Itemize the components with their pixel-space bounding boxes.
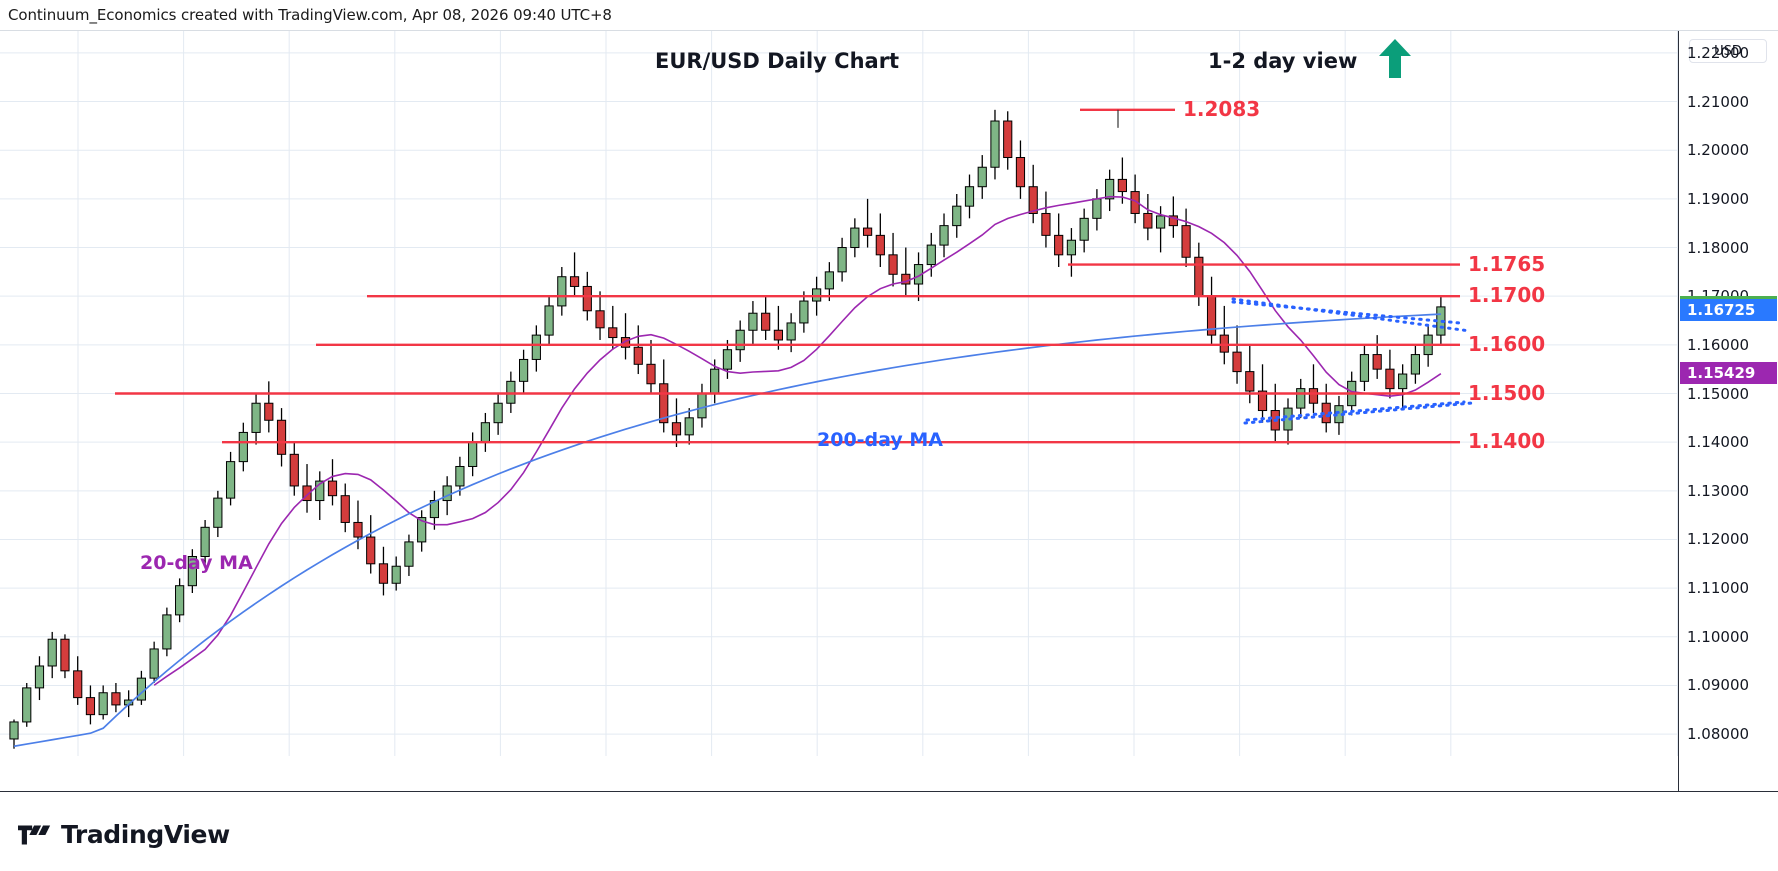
price-tick: 1.18000 bbox=[1687, 238, 1750, 257]
candlestick-series bbox=[9, 109, 1446, 749]
price-tick: 1.19000 bbox=[1687, 189, 1750, 208]
price-tick: 1.09000 bbox=[1687, 676, 1750, 695]
footer-bar: TradingView bbox=[0, 804, 1778, 871]
price-tick: 1.15000 bbox=[1687, 384, 1750, 403]
currency-chip: USD bbox=[1689, 39, 1767, 63]
price-level-label: 1.1400 bbox=[1468, 429, 1546, 454]
price-tick: 1.10000 bbox=[1687, 627, 1750, 646]
price-tick: 1.12000 bbox=[1687, 530, 1750, 549]
price-level-label: 1.1700 bbox=[1468, 283, 1546, 308]
price-level-label: 1.2083 bbox=[1183, 96, 1261, 121]
ma200-price-badge: 1.16725 bbox=[1680, 298, 1777, 321]
price-level-label: 1.1765 bbox=[1468, 251, 1546, 276]
ma200-label: 200-day MA bbox=[817, 429, 943, 451]
price-tick: 1.20000 bbox=[1687, 141, 1750, 160]
ma20-label: 20-day MA bbox=[140, 552, 253, 574]
view-label: 1-2 day view bbox=[1208, 49, 1358, 73]
tradingview-wordmark: TradingView bbox=[61, 820, 230, 849]
chart-plot-area[interactable]: EUR/USD Daily Chart 1-2 day view 20-day … bbox=[0, 31, 1678, 756]
price-level-label: 1.1600 bbox=[1468, 331, 1546, 356]
header-bar: Continuum_Economics created with Trading… bbox=[0, 0, 1778, 30]
price-tick: 1.11000 bbox=[1687, 579, 1750, 598]
chart-frame: EUR/USD Daily Chart 1-2 day view 20-day … bbox=[0, 30, 1778, 820]
price-level-label: 1.1500 bbox=[1468, 380, 1546, 405]
chart-title: EUR/USD Daily Chart bbox=[655, 49, 900, 73]
up-arrow-icon bbox=[1379, 39, 1411, 78]
tradingview-logo: TradingView bbox=[18, 820, 230, 849]
price-tick: 1.22000 bbox=[1687, 43, 1750, 62]
price-tick: 1.14000 bbox=[1687, 433, 1750, 452]
tradingview-logo-icon bbox=[18, 825, 51, 844]
price-tick: 1.13000 bbox=[1687, 481, 1750, 500]
ma20-price-badge: 1.15429 bbox=[1680, 361, 1777, 384]
price-axis[interactable]: USD 1.22000 1.21000 1.20000 1.19000 1.18000 1… bbox=[1678, 31, 1778, 791]
price-tick: 1.21000 bbox=[1687, 92, 1750, 111]
price-tick: 1.16000 bbox=[1687, 335, 1750, 354]
chart-overlays bbox=[115, 108, 1474, 444]
price-tick: 1.08000 bbox=[1687, 725, 1750, 744]
credit-text: Continuum_Economics created with Trading… bbox=[8, 6, 612, 24]
